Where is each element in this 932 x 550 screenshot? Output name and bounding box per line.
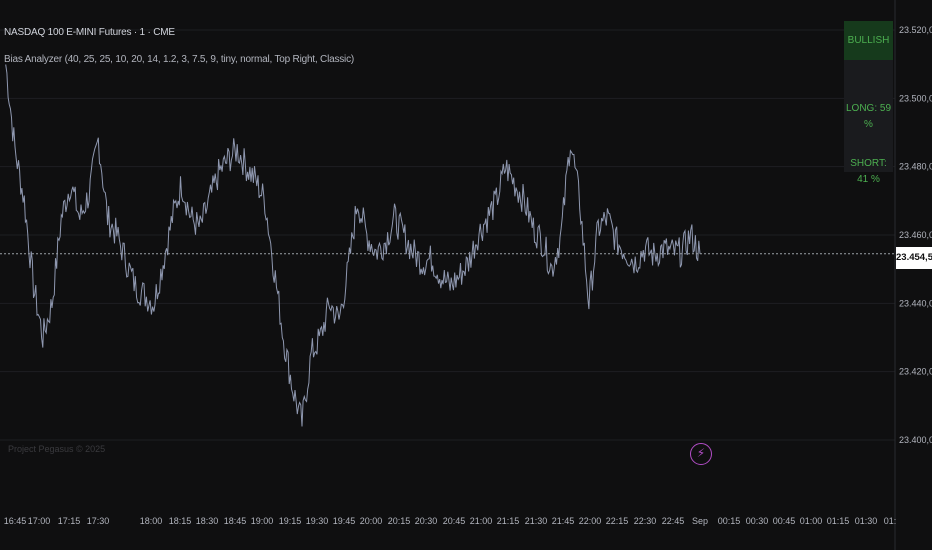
x-tick-label: 17:15 [58,516,81,526]
indicator-label[interactable]: Bias Analyzer (40, 25, 25, 10, 20, 14, 1… [4,54,355,65]
bias-short-label: SHORT: 41 % [850,158,887,185]
x-tick-label: 18:15 [169,516,192,526]
y-tick-label: 23.420,00 [899,367,932,377]
bias-long-label: LONG: 59 % [845,103,892,130]
y-tick-label: 23.400,00 [899,435,932,445]
x-tick-label: Sep [692,516,708,526]
x-tick-label: 18:00 [140,516,163,526]
y-tick-label: 23.480,00 [899,162,932,172]
x-tick-label: 17:00 [28,516,51,526]
y-tick-label: 23.440,00 [899,298,932,308]
x-tick-label: 19:30 [306,516,329,526]
x-tick-label: 20:45 [443,516,466,526]
x-tick-label: 01:30 [855,516,878,526]
x-tick-label: 21:45 [552,516,575,526]
x-tick-label: 01: [884,516,897,526]
x-tick-label: 21:15 [497,516,520,526]
y-tick-label: 23.500,00 [899,93,932,103]
x-tick-label: 21:30 [525,516,548,526]
x-tick-label: 00:30 [746,516,769,526]
y-tick-label: 23.460,00 [899,230,932,240]
bias-panel: BULLISH LONG: 59 % SHORT: 41 % [844,21,893,185]
x-tick-label: 01:15 [827,516,850,526]
bias-state-label: BULLISH [844,21,893,60]
price-series-line [5,64,701,427]
watermark-text: Project Pegasus © 2025 [8,444,106,454]
x-tick-label: 01:00 [800,516,823,526]
y-tick-label: 23.520,00 [899,25,932,35]
x-tick-label: 22:45 [662,516,685,526]
x-tick-label: 17:30 [87,516,110,526]
x-tick-label: 18:30 [196,516,219,526]
x-tick-label: 19:15 [279,516,302,526]
x-tick-label: 16:45 [4,516,27,526]
x-axis-ticks: 16:45 17:00 17:15 17:30 18:00 18:15 18:30 18:45… [4,516,897,526]
x-tick-label: 21:00 [470,516,493,526]
x-tick-label: 19:00 [251,516,274,526]
chart-grid [0,29,895,441]
x-tick-label: 20:00 [360,516,383,526]
x-tick-label: 00:45 [773,516,796,526]
x-tick-label: 00:15 [718,516,741,526]
price-line [5,64,701,427]
x-tick-label: 22:15 [606,516,629,526]
x-tick-label: 22:30 [634,516,657,526]
x-tick-label: 18:45 [224,516,247,526]
x-tick-label: 20:30 [415,516,438,526]
x-tick-label: 20:15 [388,516,411,526]
x-tick-label: 22:00 [579,516,602,526]
chart-title[interactable]: NASDAQ 100 E-MINI Futures · 1 · CME [4,27,175,38]
lightning-icon[interactable]: ⚡ [690,443,712,465]
y-axis-ticks: 23.520,00 23.500,00 23.480,00 23.460,00 23.4… [899,25,932,445]
x-tick-label: 19:45 [333,516,356,526]
current-price-label: 23.454,50 [896,247,932,269]
